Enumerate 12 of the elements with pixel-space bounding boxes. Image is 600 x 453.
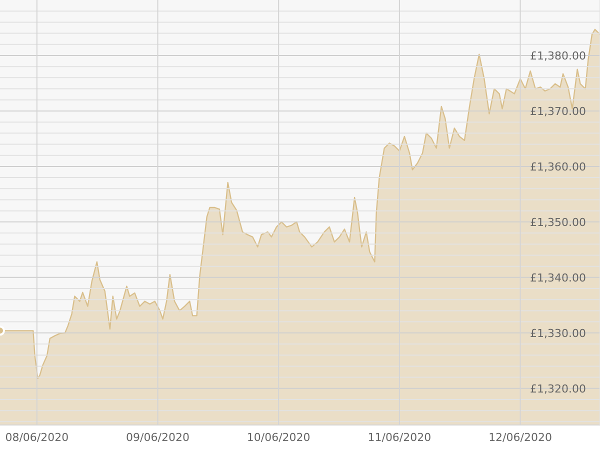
- x-tick-label: 09/06/2020: [126, 430, 190, 444]
- y-tick-label: £1,350.00: [530, 216, 586, 229]
- y-tick-label: £1,320.00: [530, 382, 586, 396]
- x-tick-label: 12/06/2020: [488, 430, 552, 444]
- y-tick-label: £1,360.00: [530, 160, 586, 174]
- y-tick-label: £1,340.00: [530, 271, 586, 284]
- x-tick-label: 08/06/2020: [5, 430, 69, 444]
- y-tick-label: £1,370.00: [530, 104, 586, 118]
- y-tick-label: £1,330.00: [530, 326, 586, 340]
- x-tick-label: 11/06/2020: [368, 430, 432, 444]
- y-tick-label: £1,380.00: [530, 49, 586, 62]
- x-tick-label: 10/06/2020: [246, 430, 310, 444]
